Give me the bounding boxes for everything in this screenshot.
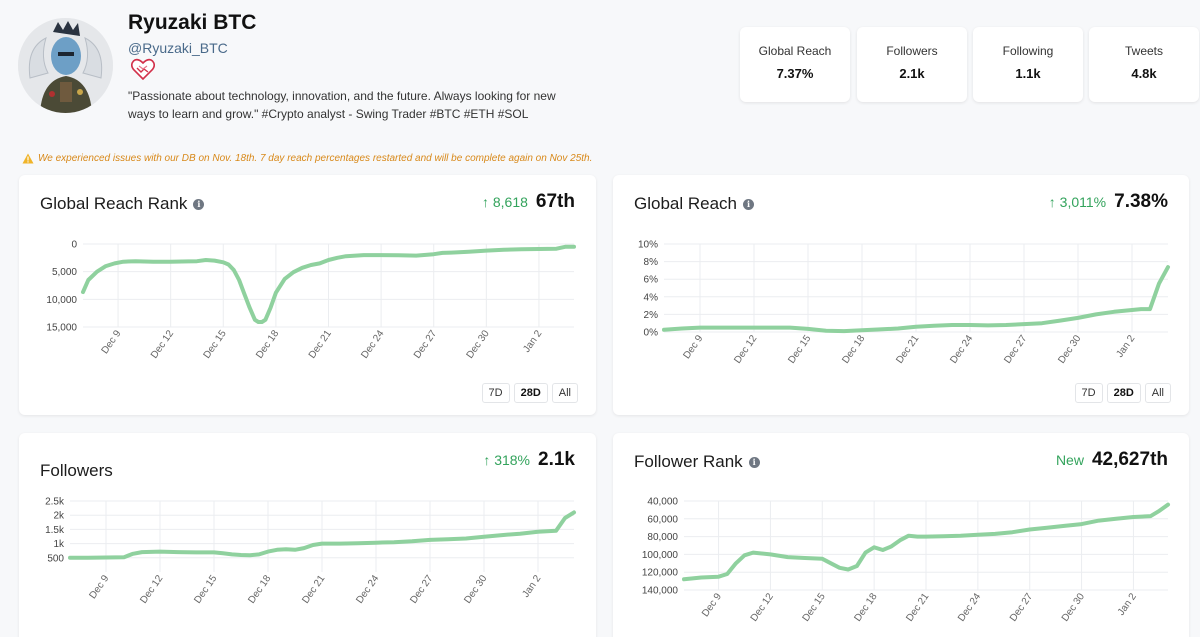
y-tick-label: 80,000 <box>647 532 678 543</box>
stat-value: 2.1k <box>857 66 967 81</box>
x-tick-label: Dec 18 <box>852 591 879 624</box>
stat-value: 1.1k <box>973 66 1083 81</box>
stat-value: 7.37% <box>740 66 850 81</box>
stat-label: Global Reach <box>740 44 850 58</box>
card-follower-rank: Follower Rank i New 42,627th Dec 9 Dec 12… <box>613 433 1189 637</box>
stat-value: 4.8k <box>1089 66 1199 81</box>
x-tick-label: Dec 15 <box>786 333 813 366</box>
x-tick-label: Dec 12 <box>749 591 776 624</box>
range-7d-button[interactable]: 7D <box>482 383 510 403</box>
range-28d-button[interactable]: 28D <box>514 383 548 403</box>
x-tick-label: Dec 24 <box>948 333 975 366</box>
x-tick-label: Jan 2 <box>521 328 544 355</box>
global-reach-chart: Dec 9 Dec 12 Dec 15 Dec 18 Dec 21 Dec 24 Dec 2… <box>613 175 1189 375</box>
x-tick-label: Dec 9 <box>100 328 124 356</box>
profile-bio: "Passionate about technology, innovation… <box>128 87 558 123</box>
x-tick-label: Dec 30 <box>462 573 489 606</box>
x-tick-label: Dec 21 <box>307 328 334 361</box>
global-reach-rank-chart: Dec 9 Dec 12 Dec 15 Dec 18 Dec 21 Dec 24 Dec 2… <box>19 175 596 375</box>
range-selector: 7D 28D All <box>482 383 578 403</box>
db-warning: We experienced issues with our DB on Nov… <box>22 153 592 164</box>
y-tick-label: 2.5k <box>45 497 65 508</box>
x-tick-label: Dec 15 <box>801 591 828 624</box>
y-tick-label: 15,000 <box>46 323 77 334</box>
x-tick-label: Dec 9 <box>681 333 705 361</box>
warning-icon <box>22 153 34 164</box>
x-tick-label: Dec 30 <box>1060 591 1087 624</box>
x-tick-label: Dec 18 <box>246 573 273 606</box>
x-tick-label: Dec 9 <box>87 573 111 601</box>
y-tick-label: 10% <box>638 240 658 251</box>
warning-text: We experienced issues with our DB on Nov… <box>38 153 592 164</box>
x-tick-label: Dec 15 <box>202 328 229 361</box>
x-tick-label: Dec 27 <box>408 573 435 606</box>
range-all-button[interactable]: All <box>552 383 578 403</box>
stat-tweets: Tweets 4.8k <box>1089 27 1199 102</box>
range-28d-button[interactable]: 28D <box>1107 383 1141 403</box>
x-tick-label: Dec 21 <box>894 333 921 366</box>
x-tick-label: Jan 2 <box>520 573 543 600</box>
x-tick-label: Dec 21 <box>300 573 327 606</box>
range-selector: 7D 28D All <box>1075 383 1171 403</box>
x-tick-label: Dec 27 <box>1002 333 1029 366</box>
x-tick-label: Dec 30 <box>465 328 492 361</box>
avatar[interactable] <box>18 18 113 113</box>
card-followers: Followers ↑ 318% 2.1k Dec 9 Dec 12 Dec 15 D… <box>19 433 596 637</box>
y-tick-label: 6% <box>644 275 659 286</box>
x-tick-label: Dec 9 <box>700 591 724 619</box>
y-tick-label: 5,000 <box>52 267 77 278</box>
heart-handshake-icon <box>131 58 155 80</box>
y-tick-label: 40,000 <box>647 497 678 508</box>
y-tick-label: 100,000 <box>642 550 679 561</box>
stat-label: Tweets <box>1089 44 1199 58</box>
y-tick-label: 4% <box>644 292 659 303</box>
y-tick-label: 8% <box>644 257 659 268</box>
x-tick-label: Dec 21 <box>904 591 931 624</box>
y-tick-label: 500 <box>47 553 64 564</box>
stat-global-reach: Global Reach 7.37% <box>740 27 850 102</box>
card-global-reach: Global Reach i ↑ 3,011% 7.38% Dec 9 Dec 1… <box>613 175 1189 415</box>
y-tick-label: 1.5k <box>45 525 65 536</box>
x-tick-label: Dec 12 <box>149 328 176 361</box>
range-7d-button[interactable]: 7D <box>1075 383 1103 403</box>
x-tick-label: Dec 18 <box>254 328 281 361</box>
y-tick-label: 2k <box>53 511 65 522</box>
x-tick-label: Dec 15 <box>192 573 219 606</box>
profile-name: Ryuzaki BTC <box>128 11 256 35</box>
y-tick-label: 0 <box>71 240 77 251</box>
y-tick-label: 1k <box>53 539 65 550</box>
x-tick-label: Dec 30 <box>1056 333 1083 366</box>
stat-label: Following <box>973 44 1083 58</box>
x-tick-label: Dec 24 <box>354 573 381 606</box>
stat-label: Followers <box>857 44 967 58</box>
x-tick-label: Dec 12 <box>732 333 759 366</box>
card-global-reach-rank: Global Reach Rank i ↑ 8,618 67th Dec 9 De… <box>19 175 596 415</box>
avatar-image <box>18 18 113 113</box>
y-tick-label: 120,000 <box>642 568 679 579</box>
x-tick-label: Jan 2 <box>1116 591 1139 618</box>
x-tick-label: Dec 18 <box>840 333 867 366</box>
followers-chart: Dec 9 Dec 12 Dec 15 Dec 18 Dec 21 Dec 24 Dec 2… <box>19 433 596 637</box>
profile-handle[interactable]: @Ryuzaki_BTC <box>128 40 228 56</box>
y-tick-label: 140,000 <box>642 586 679 597</box>
range-all-button[interactable]: All <box>1145 383 1171 403</box>
x-tick-label: Dec 27 <box>1008 591 1035 624</box>
y-tick-label: 2% <box>644 310 659 321</box>
y-tick-label: 0% <box>644 328 659 339</box>
x-tick-label: Dec 27 <box>412 328 439 361</box>
y-tick-label: 60,000 <box>647 514 678 525</box>
follower-rank-chart: Dec 9 Dec 12 Dec 15 Dec 18 Dec 21 Dec 24 Dec 2… <box>613 433 1189 637</box>
stat-following: Following 1.1k <box>973 27 1083 102</box>
x-tick-label: Dec 24 <box>956 591 983 624</box>
x-tick-label: Jan 2 <box>1114 333 1137 360</box>
x-tick-label: Dec 12 <box>138 573 165 606</box>
stat-followers: Followers 2.1k <box>857 27 967 102</box>
x-tick-label: Dec 24 <box>359 328 386 361</box>
y-tick-label: 10,000 <box>46 295 77 306</box>
